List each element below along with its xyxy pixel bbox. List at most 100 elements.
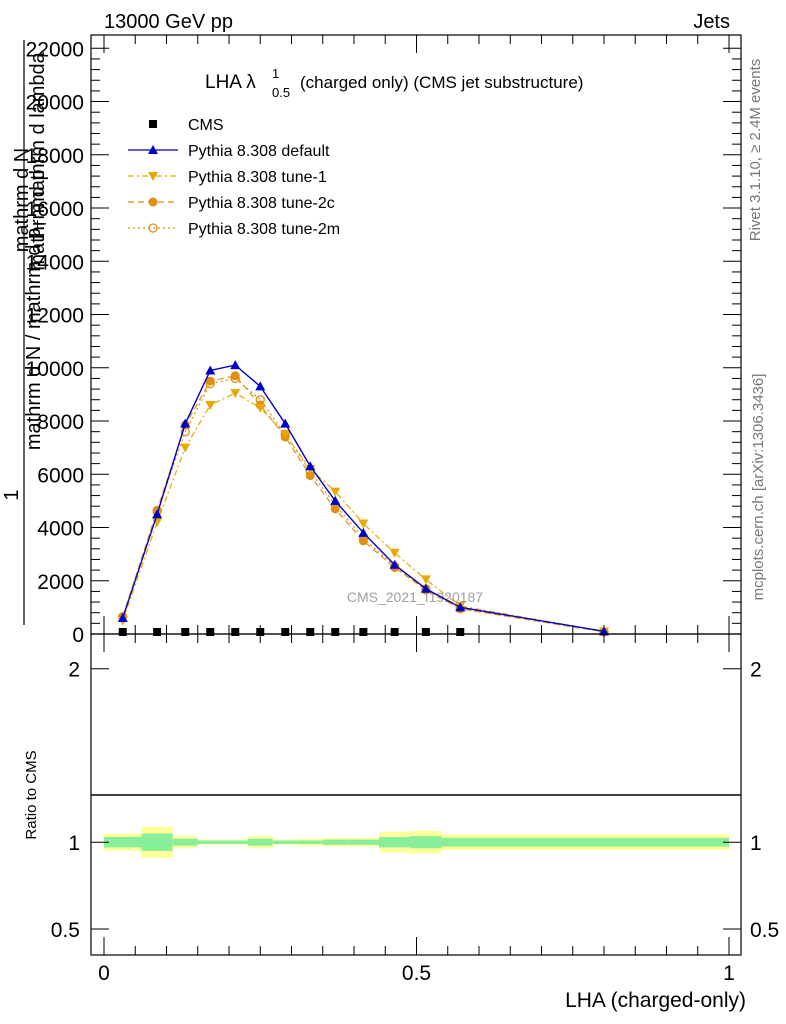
data-point [281, 628, 290, 636]
rivet-label: Rivet 3.1.10, ≥ 2.4M events [747, 59, 764, 242]
ratio-band-green [441, 837, 479, 847]
data-point [331, 628, 340, 636]
data-point [231, 628, 240, 636]
data-point [420, 575, 431, 585]
ratio-y-tick-label-right: 0.5 [750, 919, 779, 942]
data-point [230, 389, 241, 399]
ylabel-frac-den-b: mathrm d lambda [27, 51, 49, 207]
data-point [255, 403, 266, 413]
ratio-band-green [297, 840, 323, 844]
series-layer [117, 360, 609, 637]
data-point [181, 628, 190, 636]
y-tick-label: 18000 [26, 145, 84, 168]
ylabel-denominator-sub: T [34, 220, 49, 228]
data-point [358, 536, 368, 546]
ratio-y-tick-label: 1 [68, 832, 80, 855]
legend-marker [148, 145, 158, 154]
ylabel-frac-den-a: mathrm d p [27, 169, 49, 270]
ratio-band-green [379, 837, 411, 848]
header-left: 13000 GeV pp [104, 11, 233, 33]
data-point [205, 365, 216, 375]
ylabel-denominator: mathrm d N / mathrm d pT [23, 220, 49, 450]
mcplots-label: mcplots.cern.ch [arXiv:1306.3436] [750, 374, 767, 601]
ratio-bands [104, 826, 729, 858]
ratio-y-tick-label: 2 [68, 659, 80, 682]
x-axis-label: LHA (charged-only) [565, 989, 746, 1012]
data-point [599, 626, 609, 636]
legend-label: CMS [188, 117, 224, 134]
plot-title-suffix: (charged only) (CMS jet substructure) [300, 73, 583, 92]
main-y-ticks: 0 2000 4000 6000 8000 10000 12000 14000 16000 180… [26, 38, 741, 647]
data-point [389, 559, 400, 569]
data-point [358, 519, 369, 529]
data-point [420, 583, 431, 593]
legend-label: Pythia 8.308 tune-2c [188, 195, 335, 212]
data-point [153, 628, 162, 636]
ratio-band-green [479, 837, 729, 847]
series-line [122, 364, 605, 633]
legend-marker [148, 223, 158, 233]
legend-marker [149, 120, 157, 128]
main-x-ticks [103, 35, 730, 634]
y-tick-label: 0 [72, 624, 84, 647]
data-point [390, 628, 399, 636]
x-tick-label: 1 [723, 962, 735, 985]
data-point [421, 628, 430, 636]
plot-title-subscript: 0.5 [272, 85, 290, 100]
data-point [117, 613, 128, 623]
data-point [330, 504, 340, 514]
series-line [122, 375, 605, 633]
header-right: Jets [693, 11, 730, 33]
data-point [305, 461, 316, 471]
data-point [280, 430, 291, 440]
legend-entry-pythia-8-308-tune-1: Pythia 8.308 tune-1 [128, 169, 327, 186]
data-point [230, 360, 241, 370]
x-tick-label: 0 [98, 962, 110, 985]
x-tick-label: 0.5 [402, 962, 431, 985]
y-tick-label: 4000 [37, 518, 84, 541]
data-point [205, 401, 216, 411]
data-point [306, 628, 315, 636]
legend-label: Pythia 8.308 tune-2m [188, 221, 340, 238]
ratio-y-label: Ratio to CMS [23, 750, 40, 839]
y-tick-label: 20000 [26, 92, 84, 115]
legend-entry-cms: CMS [149, 117, 224, 134]
ratio-y-tick-label-right: 2 [750, 659, 762, 682]
ylabel-numerator: 1 [1, 489, 23, 500]
data-point [180, 443, 191, 453]
ratio-band-green [222, 840, 248, 844]
ylabel-denominator-text: mathrm d N / mathrm d p [23, 228, 45, 450]
data-point [389, 548, 400, 558]
ratio-x-ticks: 0 0.5 1 [98, 634, 735, 985]
data-point [118, 628, 127, 636]
ratio-band-green [322, 839, 348, 845]
ratio-panel: 0.5 0.5 1 1 2 2 0 0.5 1 Ratio to CMS [23, 633, 779, 985]
y-tick-label: 12000 [26, 305, 84, 328]
plot-title-main: LHA λ [205, 72, 256, 93]
ratio-band-green [197, 840, 223, 844]
data-point [205, 376, 215, 386]
main-panel: 0 2000 4000 6000 8000 10000 12000 14000 16000 180… [26, 34, 742, 647]
legend-marker [148, 197, 158, 207]
y-tick-label: 22000 [26, 38, 84, 61]
y-tick-label: 16000 [26, 198, 84, 221]
data-point [152, 509, 163, 519]
data-point [330, 487, 341, 497]
ratio-y-tick-label-right: 1 [750, 832, 762, 855]
legend-label: Pythia 8.308 tune-1 [188, 169, 327, 186]
data-point [456, 628, 465, 636]
ratio-band-green [104, 837, 142, 848]
plot-title-superscript: 1 [272, 66, 279, 81]
series-line [122, 392, 605, 632]
ylabel-frac-num: mathrm d N [11, 148, 33, 252]
series-cms [118, 628, 465, 636]
legend-label: Pythia 8.308 default [188, 143, 330, 160]
data-point [255, 381, 266, 391]
data-point [180, 418, 191, 428]
data-point [305, 471, 315, 481]
ratio-band-green [172, 838, 198, 846]
data-point [455, 602, 466, 612]
legend-marker [148, 172, 158, 181]
ratio-band-green [347, 839, 379, 845]
ratio-band-green [410, 836, 442, 849]
